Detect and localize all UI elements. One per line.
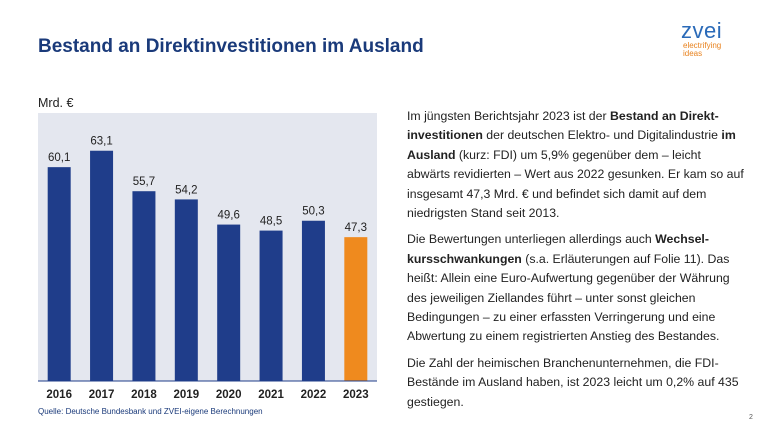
commentary-text: Im jüngsten Berichtsjahr 2023 ist der Be…: [407, 107, 747, 419]
p1-run-1: Bestand an Direkt-investitionen: [407, 109, 719, 143]
p1-run-2: der deutschen Elektro- und Digitalindust…: [482, 128, 722, 143]
bar-2018: [132, 191, 156, 381]
p1-run-4: (kurz: FDI) um 5,9% gegenüber dem – leic…: [407, 147, 744, 221]
logo-tagline-2: ideas: [683, 49, 703, 58]
p2-run-2: (s.a. Erläuterungen auf Folie 11). Das h…: [407, 251, 730, 344]
logo-tagline-1: electrifying: [683, 41, 722, 50]
bar-2023: [344, 237, 368, 381]
page-number: 2: [749, 414, 753, 421]
bar-2016: [47, 167, 71, 381]
x-tick-label-2017: 2017: [89, 389, 115, 401]
paragraph-2: Die Bewertungen unterliegen allerdings a…: [407, 230, 747, 346]
bar-value-label-2020: 49,6: [217, 210, 239, 222]
p1-run-3: im Ausland: [407, 128, 736, 162]
x-tick-label-2019: 2019: [174, 389, 200, 401]
logo-wordmark: zvei: [681, 18, 723, 43]
bar-value-label-2022: 50,3: [302, 206, 324, 218]
bar-value-label-2016: 60,1: [48, 152, 70, 164]
bar-2017: [90, 150, 114, 381]
x-tick-label-2020: 2020: [216, 389, 242, 401]
paragraph-1: Im jüngsten Berichtsjahr 2023 ist der Be…: [407, 107, 747, 223]
zvei-logo: zvei electrifying ideas: [681, 20, 722, 58]
bar-value-label-2023: 47,3: [345, 222, 367, 234]
p2-run-0: Die Bewertungen unterliegen allerdings a…: [407, 232, 656, 247]
bar-value-label-2017: 63,1: [90, 136, 112, 148]
x-tick-label-2021: 2021: [258, 389, 284, 401]
bar-2019: [174, 199, 198, 381]
x-tick-label-2023: 2023: [343, 389, 369, 401]
p2-run-1: Wechsel-kursschwankungen: [407, 232, 709, 266]
p3-run-0: Die Zahl der heimischen Branchenunterneh…: [407, 355, 739, 409]
unit-label: Mrd. €: [38, 96, 74, 110]
bar-2021: [259, 230, 283, 381]
slide-title: Bestand an Direktinvestitionen im Auslan…: [38, 36, 424, 57]
plot-background: [38, 113, 377, 381]
bar-value-label-2019: 54,2: [175, 184, 197, 196]
source-note: Quelle: Deutsche Bundesbank und ZVEI-eig…: [38, 407, 263, 416]
bar-2020: [217, 224, 241, 381]
x-tick-label-2022: 2022: [301, 389, 327, 401]
bar-2022: [301, 220, 325, 381]
p1-run-0: Im jüngsten Berichtsjahr 2023 ist der: [407, 109, 611, 123]
bar-value-label-2018: 55,7: [133, 176, 155, 188]
bar-value-label-2021: 48,5: [260, 216, 282, 228]
x-tick-label-2016: 2016: [46, 389, 72, 401]
x-tick-group: 2016 2017 2018 2019 2020 2021 2022 2023: [46, 389, 368, 401]
paragraph-3: Die Zahl der heimischen Branchenunterneh…: [407, 354, 747, 412]
x-tick-label-2018: 2018: [131, 389, 157, 401]
bars-group: 60,1 63,1 55,7 54,2 49,6 48,5 50,3 47,3: [47, 136, 368, 381]
